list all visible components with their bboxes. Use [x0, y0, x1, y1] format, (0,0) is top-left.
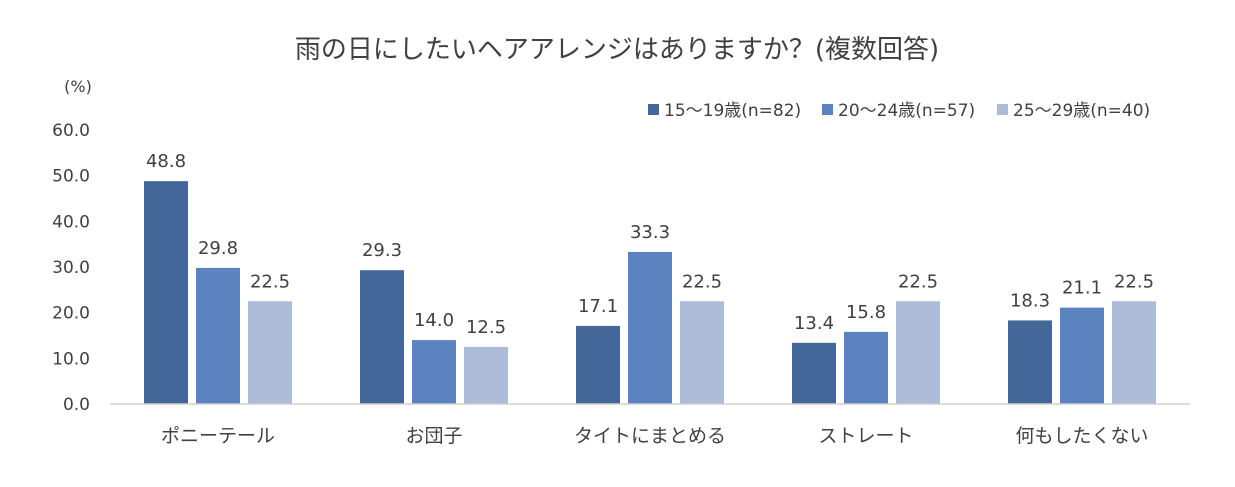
y-axis-ticks: 0.0 10.0 20.0 30.0 40.0 50.0 60.0: [52, 121, 90, 415]
data-label: 48.8: [146, 151, 186, 172]
legend-label: 15〜19歳(n=82): [664, 101, 801, 121]
bar: [464, 346, 508, 404]
x-category-label: ポニーテール: [161, 425, 275, 447]
legend: 15〜19歳(n=82) 20〜24歳(n=57) 25〜29歳(n=40): [648, 101, 1150, 121]
legend-label: 20〜24歳(n=57): [838, 101, 975, 121]
bar: [896, 301, 940, 404]
legend-swatch: [822, 104, 833, 115]
data-label: 21.1: [1062, 278, 1102, 299]
x-category-label: ストレート: [818, 425, 913, 447]
x-category-label: 何もしたくない: [1015, 425, 1148, 447]
data-label: 22.5: [898, 271, 938, 292]
bar: [360, 270, 404, 404]
bar: [248, 301, 292, 404]
bar: [1008, 320, 1052, 404]
x-category-label: お団子: [405, 425, 462, 447]
y-tick-label: 60.0: [52, 121, 90, 141]
data-label: 29.8: [198, 238, 238, 259]
bar: [412, 340, 456, 404]
x-axis-categories: ポニーテール お団子 タイトにまとめる ストレート 何もしたくない: [161, 425, 1149, 447]
bar: [680, 301, 724, 404]
data-labels: 48.8 29.8 22.5 29.3 14.0 12.5 17.1 33.3 22.5 13.4…: [146, 151, 1154, 338]
x-category-label: タイトにまとめる: [574, 425, 726, 447]
y-tick-label: 20.0: [52, 304, 90, 324]
bar: [844, 331, 888, 404]
chart-title: 雨の日にしたいヘアアレンジはありますか？(複数回答): [295, 35, 939, 65]
y-tick-label: 0.0: [63, 395, 90, 415]
data-label: 22.5: [1114, 271, 1154, 292]
data-label: 17.1: [578, 296, 618, 317]
bar: [144, 181, 188, 404]
y-tick-label: 30.0: [52, 258, 90, 278]
bar: [792, 342, 836, 404]
bar: [1112, 301, 1156, 404]
bar: [1060, 307, 1104, 404]
y-tick-label: 10.0: [52, 349, 90, 369]
legend-label: 25〜29歳(n=40): [1013, 101, 1150, 121]
data-label: 22.5: [682, 271, 722, 292]
y-tick-label: 40.0: [52, 212, 90, 232]
legend-swatch: [997, 104, 1008, 115]
data-label: 33.3: [630, 222, 670, 243]
data-label: 15.8: [846, 302, 886, 323]
data-label: 22.5: [250, 271, 290, 292]
bar: [576, 325, 620, 404]
y-axis-unit: (%): [64, 77, 92, 96]
data-label: 13.4: [794, 313, 834, 334]
data-label: 18.3: [1010, 290, 1050, 311]
data-label: 14.0: [414, 310, 454, 331]
bars: [144, 181, 1156, 404]
bar: [628, 251, 672, 404]
data-label: 29.3: [362, 240, 402, 261]
legend-swatch: [648, 104, 659, 115]
y-tick-label: 50.0: [52, 167, 90, 187]
bar: [196, 267, 240, 404]
data-label: 12.5: [466, 317, 506, 338]
